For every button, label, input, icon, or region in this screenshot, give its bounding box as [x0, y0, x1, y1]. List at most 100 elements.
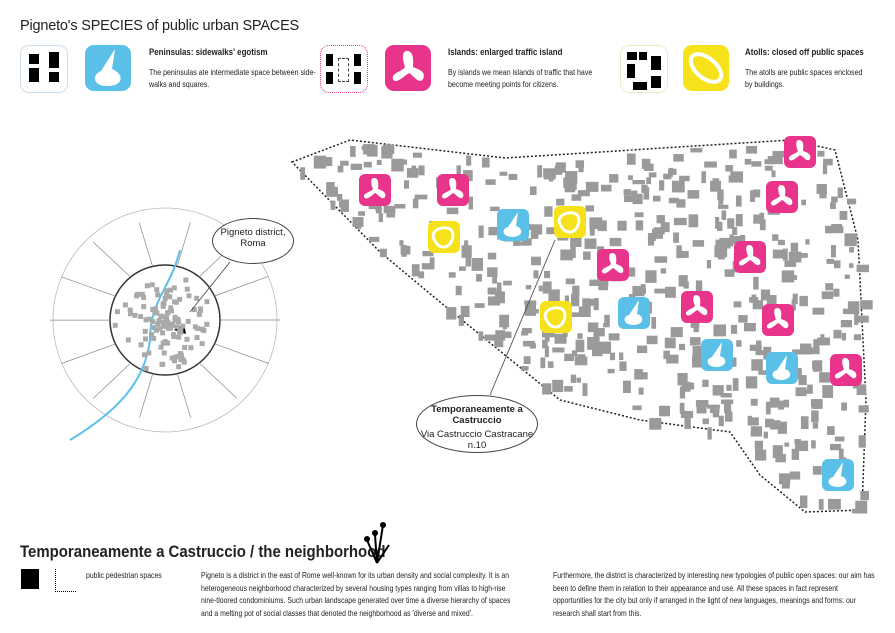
building-block — [446, 207, 459, 215]
road — [61, 343, 116, 364]
urban-area — [150, 307, 156, 313]
building-block — [807, 347, 820, 355]
urban-area — [184, 336, 190, 342]
building-block — [659, 405, 670, 417]
building-block — [564, 353, 574, 362]
venue-address: Via Castruccio Castracane n.10 — [420, 429, 534, 451]
building-block — [358, 211, 366, 216]
building-block — [772, 151, 780, 160]
urban-area — [168, 305, 174, 311]
urban-area — [149, 282, 155, 288]
building-block — [777, 239, 785, 246]
urban-area — [138, 342, 144, 348]
building-block — [363, 161, 372, 168]
building-block — [856, 384, 867, 396]
building-block — [696, 401, 707, 414]
building-block — [692, 240, 705, 247]
urban-area — [204, 321, 210, 327]
building-block — [714, 245, 728, 258]
building-block — [646, 177, 652, 185]
urban-area — [142, 352, 148, 358]
building-block — [547, 329, 555, 338]
building-block — [565, 278, 575, 285]
island-marker-icon — [437, 174, 469, 206]
building-block — [592, 345, 603, 357]
urban-area — [142, 328, 148, 334]
building-block — [725, 411, 733, 422]
building-block — [717, 221, 723, 231]
building-block — [556, 198, 565, 206]
urban-area — [178, 354, 184, 360]
building-block — [812, 307, 825, 315]
building-block — [760, 289, 771, 301]
building-block — [643, 187, 650, 200]
building-block — [772, 445, 783, 459]
building-block — [798, 375, 807, 386]
building-block — [764, 159, 772, 165]
building-block — [418, 165, 425, 176]
building-block — [764, 165, 773, 171]
building-block — [830, 245, 836, 258]
building-block — [673, 217, 687, 226]
building-block — [770, 157, 782, 165]
building-block — [765, 418, 774, 428]
building-block — [822, 385, 834, 398]
building-block — [717, 204, 729, 209]
urban-area — [173, 354, 179, 360]
building-block — [834, 436, 845, 442]
urban-area — [165, 310, 171, 316]
building-block — [555, 162, 566, 173]
building-block — [538, 285, 543, 292]
rome-map — [49, 207, 280, 441]
urban-area — [114, 309, 120, 315]
building-block — [817, 337, 830, 346]
building-block — [635, 220, 644, 231]
building-block — [522, 238, 532, 246]
urban-area — [164, 288, 170, 294]
building-block — [720, 393, 732, 398]
building-block — [847, 301, 860, 315]
building-block — [399, 240, 404, 246]
building-block — [563, 331, 568, 337]
building-block — [849, 247, 855, 253]
building-block — [678, 275, 688, 287]
urban-area — [174, 324, 180, 330]
building-block — [792, 293, 798, 305]
urban-area — [142, 336, 148, 342]
building-block — [494, 335, 504, 348]
urban-area — [188, 345, 194, 351]
building-block — [695, 280, 703, 293]
legend-text: The peninsulas ate intermediate space be… — [149, 68, 316, 89]
building-block — [582, 383, 588, 396]
building-block — [730, 171, 744, 183]
building-block — [729, 234, 734, 247]
building-block — [746, 145, 758, 154]
building-block — [543, 172, 556, 180]
building-block — [660, 268, 667, 274]
building-block — [830, 202, 836, 210]
urban-area — [178, 327, 184, 333]
building-block — [330, 200, 336, 210]
building-block — [682, 381, 691, 392]
road — [176, 222, 191, 267]
building-block — [394, 203, 406, 209]
building-block — [778, 400, 785, 410]
building-block — [715, 216, 720, 229]
urban-area — [177, 296, 183, 302]
building-block — [825, 225, 832, 234]
building-block — [382, 144, 395, 155]
building-block — [789, 471, 801, 480]
building-block — [747, 415, 752, 426]
building-block — [478, 225, 484, 238]
building-block — [471, 257, 484, 271]
building-block — [704, 161, 717, 168]
building-block — [855, 500, 868, 514]
island-marker-icon — [784, 136, 816, 168]
building-block — [825, 283, 834, 291]
building-block — [584, 238, 597, 249]
road — [92, 241, 131, 278]
building-block — [732, 378, 739, 391]
building-block — [783, 399, 790, 408]
building-block — [326, 182, 335, 195]
building-block — [608, 333, 620, 341]
